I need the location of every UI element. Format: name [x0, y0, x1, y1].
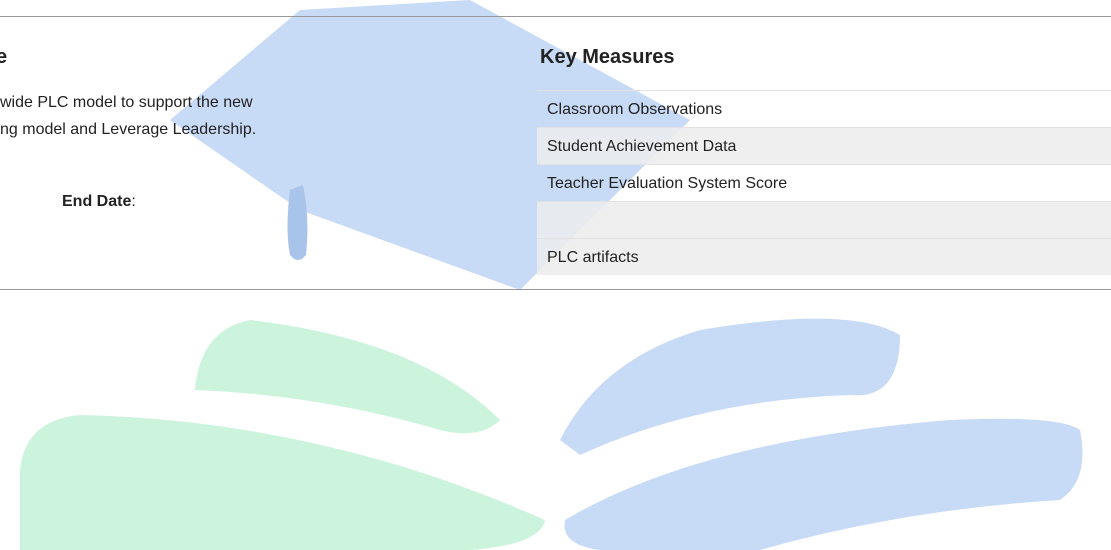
measure-row: Classroom Observations — [537, 90, 1111, 127]
cap-tassel — [287, 185, 308, 260]
section-heading: e — [0, 46, 8, 68]
measure-row — [537, 201, 1111, 238]
end-date: End Date: — [62, 188, 136, 215]
book-right-lower — [564, 418, 1083, 550]
description-line: wide PLC model to support the new — [0, 94, 253, 111]
bottom-rule — [0, 289, 1111, 290]
book-left-lower — [20, 415, 545, 550]
measure-row: Teacher Evaluation System Score — [537, 164, 1111, 201]
measure-row: PLC artifacts — [537, 238, 1111, 275]
top-rule — [0, 16, 1111, 17]
section-heading: Key Measures — [540, 46, 675, 68]
description-line: ng model and Leverage Leadership. — [0, 121, 257, 138]
end-date-label: End Date — [62, 193, 132, 210]
end-date-separator: : — [131, 193, 136, 210]
book-right-upper — [560, 318, 900, 455]
book-left-upper — [195, 320, 500, 434]
measure-row: Student Achievement Data — [537, 127, 1111, 164]
